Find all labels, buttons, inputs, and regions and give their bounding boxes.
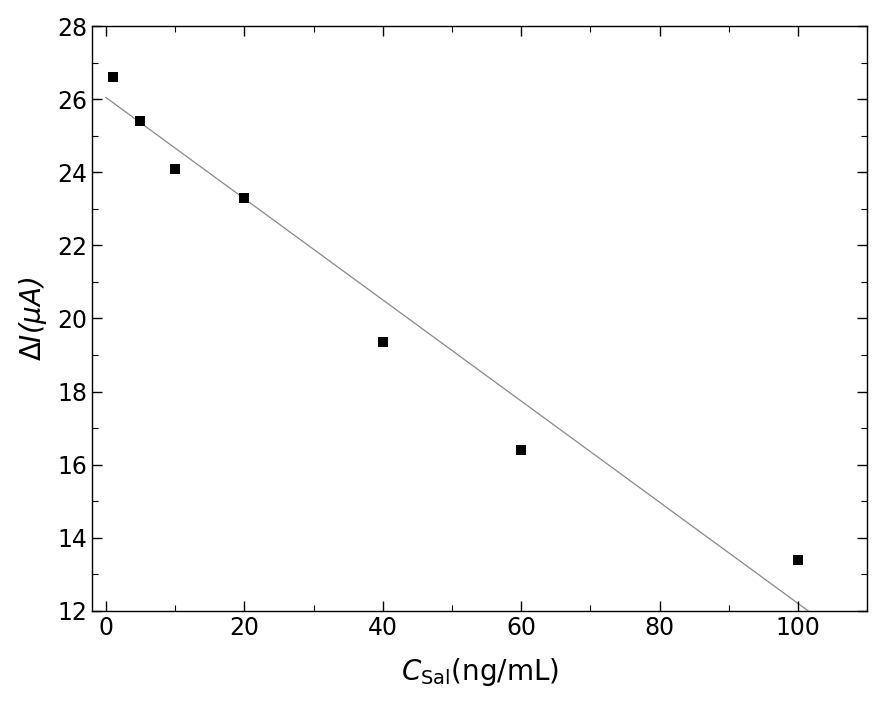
Point — [133, 116, 148, 127]
Y-axis label: $\Delta \it{I}$($\mu$A): $\Delta \it{I}$($\mu$A) — [17, 276, 49, 361]
Point — [106, 72, 120, 83]
Point — [514, 444, 529, 455]
Point — [376, 336, 390, 348]
Point — [791, 554, 805, 565]
Point — [168, 163, 182, 174]
Point — [237, 192, 251, 204]
X-axis label: $\it{C}_{\rm{Sal}}$(ng/mL): $\it{C}_{\rm{Sal}}$(ng/mL) — [400, 656, 559, 688]
